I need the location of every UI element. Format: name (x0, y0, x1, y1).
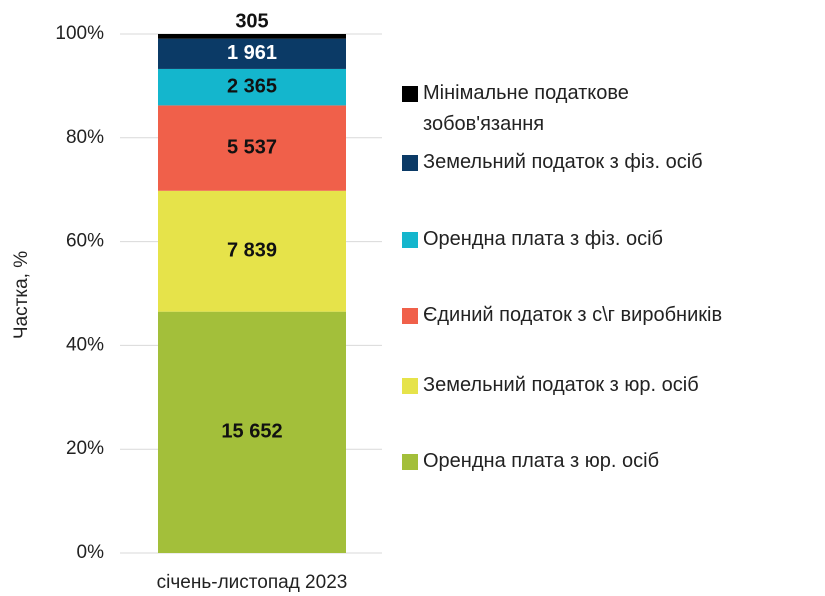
legend-swatch (402, 308, 418, 324)
legend-item: Орендна плата з фіз. осіб (402, 224, 822, 255)
data-label: 5 537 (227, 136, 277, 158)
legend-item: Земельний податок з фіз. осіб (402, 147, 822, 178)
data-label: 1 961 (227, 42, 277, 64)
bar-segment (158, 34, 346, 39)
legend-label: Мінімальне податкове зобов'язання (423, 82, 629, 135)
bar-segment (158, 105, 346, 191)
data-label: 305 (235, 10, 268, 32)
y-tick-label: 100% (55, 23, 104, 44)
y-tick-label: 60% (66, 231, 104, 252)
data-label: 2 365 (227, 75, 277, 97)
legend-swatch (402, 86, 418, 102)
data-label: 15 652 (221, 421, 282, 443)
x-tick-label: січень-листопад 2023 (157, 572, 348, 593)
bar-segment (158, 38, 346, 69)
y-tick-label: 0% (77, 542, 105, 563)
bar-segment (158, 68, 346, 106)
legend-item: Єдиний податок з с\г виробників (402, 300, 822, 331)
y-tick-label: 80% (66, 127, 104, 148)
legend-swatch (402, 378, 418, 394)
y-axis-title: Частка, % (11, 251, 32, 339)
legend-item: Земельний податок з юр. осіб (402, 370, 822, 401)
legend-item: Орендна плата з юр. осіб (402, 446, 822, 477)
legend-label: Орендна плата з юр. осіб (423, 450, 660, 472)
bar-segment (158, 311, 346, 553)
legend-swatch (402, 232, 418, 248)
bar-segment (158, 190, 346, 312)
legend-swatch (402, 155, 418, 171)
legend-swatch (402, 454, 418, 470)
legend-label: Єдиний податок з с\г виробників (423, 304, 723, 326)
y-tick-label: 40% (66, 334, 104, 355)
y-tick-label: 20% (66, 438, 104, 459)
legend-label: Орендна плата з фіз. осіб (423, 228, 663, 250)
legend-label: Земельний податок з фіз. осіб (423, 151, 703, 173)
legend-label: Земельний податок з юр. осіб (423, 374, 699, 396)
legend-item: Мінімальне податкове зобов'язання (402, 78, 822, 140)
data-label: 7 839 (227, 240, 277, 262)
